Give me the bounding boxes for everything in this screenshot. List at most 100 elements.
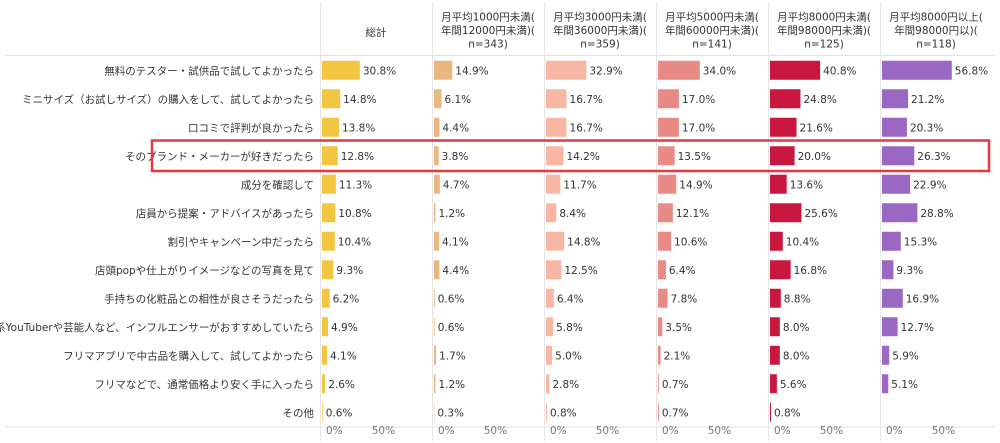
bar <box>434 203 436 223</box>
data-label: 0.6% <box>326 407 353 419</box>
category-label: その他 <box>283 406 315 419</box>
data-label: 14.9% <box>455 65 488 77</box>
data-label: 10.6% <box>674 236 707 248</box>
category-label: 割引やキャンペーン中だったら <box>168 235 314 248</box>
x-tick-label: 50% <box>708 425 731 437</box>
bar <box>658 146 675 166</box>
data-label: 4.4% <box>442 265 469 277</box>
data-label: 14.8% <box>567 236 600 248</box>
column-header: 月平均8000円未満(年間98000円未満)(n=125) <box>777 11 871 50</box>
bar <box>322 260 334 280</box>
x-tick-label: 0% <box>326 425 343 437</box>
data-label: 12.7% <box>901 322 934 334</box>
bar <box>322 288 330 308</box>
bar <box>322 117 339 137</box>
bar <box>546 117 567 137</box>
data-label: 2.6% <box>328 379 355 391</box>
category-label: 店員から提案・アドバイスがあったら <box>136 207 314 220</box>
bar <box>434 260 440 280</box>
column-headers: 総計 月平均1000円未満(年間12000円未満)(n=343) 月平均3000円未… <box>366 11 983 50</box>
bar <box>434 60 453 80</box>
column-header: 月平均5000円未満(年間60000円未満)(n=141) <box>665 11 759 50</box>
data-label: 2.8% <box>552 379 579 391</box>
data-label: 10.4% <box>786 236 819 248</box>
bar <box>546 89 567 109</box>
data-label: 10.8% <box>338 208 371 220</box>
data-label: 12.1% <box>676 208 709 220</box>
bar <box>434 174 440 194</box>
bar <box>658 317 663 337</box>
data-label: 5.1% <box>891 379 918 391</box>
bar <box>882 60 952 80</box>
data-label: 32.9% <box>589 65 622 77</box>
bar <box>322 203 336 223</box>
data-label: 4.1% <box>442 236 469 248</box>
data-label: 0.8% <box>774 407 801 419</box>
data-label: 5.9% <box>892 350 919 362</box>
bar <box>322 174 336 194</box>
bar <box>546 203 557 223</box>
bar <box>658 345 661 365</box>
category-label: 店頭popや仕上がりイメージなどの写真を見て <box>95 264 314 277</box>
column-header: 月平均1000円未満(年間12000円未満)(n=343) <box>441 11 535 50</box>
bar <box>770 317 780 337</box>
data-label: 8.8% <box>784 293 811 305</box>
x-tick-label: 50% <box>932 425 955 437</box>
bar <box>770 402 771 422</box>
highlight-box <box>150 139 991 173</box>
data-label: 0.3% <box>437 407 464 419</box>
bar <box>434 231 440 251</box>
category-label: 美容系YouTuberや芸能人など、インフルエンサーがおすすめしていたら <box>0 321 314 334</box>
bars <box>322 60 952 422</box>
bar <box>322 317 329 337</box>
data-label: 16.8% <box>794 265 827 277</box>
x-tick-label: 0% <box>886 425 903 437</box>
data-label: 0.6% <box>438 322 465 334</box>
data-label: 9.3% <box>336 265 363 277</box>
bar <box>434 117 440 137</box>
bar <box>322 345 328 365</box>
bar <box>546 146 564 166</box>
data-label: 5.8% <box>556 322 583 334</box>
bar <box>882 231 901 251</box>
bar <box>770 174 787 194</box>
category-label: フリマなどで、通常価格より安く手に入ったら <box>94 378 314 391</box>
bar <box>658 89 679 109</box>
category-labels: 無料のテスター・試供品で試してよかったらミニサイズ（お試しサイズ）の購入をして、… <box>0 64 314 419</box>
bar <box>546 174 561 194</box>
data-label: 17.0% <box>682 94 715 106</box>
data-label: 12.8% <box>341 151 374 163</box>
data-label: 1.2% <box>438 208 465 220</box>
bar <box>882 345 890 365</box>
bar <box>882 89 909 109</box>
bar <box>658 174 677 194</box>
data-label: 20.3% <box>910 122 943 134</box>
x-tick-label: 50% <box>596 425 619 437</box>
bar <box>546 345 553 365</box>
bar <box>770 203 802 223</box>
column-header: 月平均3000円未満(年間36000円未満)(n=359) <box>553 11 647 50</box>
bar <box>658 374 659 394</box>
data-label: 6.4% <box>669 265 696 277</box>
category-label: そのブランド・メーカーが好きだったら <box>125 150 314 163</box>
x-tick-label: 0% <box>662 425 679 437</box>
data-label: 6.2% <box>333 293 360 305</box>
bar <box>546 231 565 251</box>
data-label: 28.8% <box>920 208 953 220</box>
bar <box>434 374 436 394</box>
data-label: 6.4% <box>557 293 584 305</box>
bar <box>882 203 918 223</box>
data-label: 16.9% <box>906 293 939 305</box>
data-label: 5.0% <box>555 350 582 362</box>
data-label: 26.3% <box>917 151 950 163</box>
data-label: 9.3% <box>896 265 923 277</box>
bar <box>322 146 338 166</box>
data-label: 14.8% <box>343 94 376 106</box>
bar <box>770 260 791 280</box>
bar <box>546 288 554 308</box>
data-label: 16.7% <box>570 94 603 106</box>
data-label: 25.6% <box>804 208 837 220</box>
data-label: 20.0% <box>798 151 831 163</box>
data-label: 21.2% <box>911 94 944 106</box>
data-label: 7.8% <box>671 293 698 305</box>
